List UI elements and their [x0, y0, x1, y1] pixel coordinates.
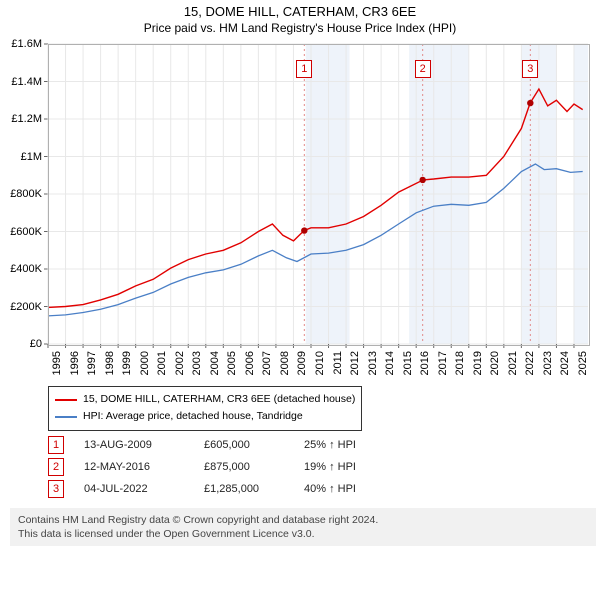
chart-container: 15, DOME HILL, CATERHAM, CR3 6EE Price p… — [0, 0, 600, 590]
sales-hpi: 19% ↑ HPI — [304, 461, 414, 473]
sales-row: 2 12-MAY-2016£875,00019% ↑ HPI — [48, 456, 414, 478]
sales-row: 1 13-AUG-2009£605,00025% ↑ HPI — [48, 434, 414, 456]
legend-label: 15, DOME HILL, CATERHAM, CR3 6EE (detach… — [83, 392, 355, 408]
legend-item: HPI: Average price, detached house, Tand… — [55, 409, 355, 425]
footer-line1: Contains HM Land Registry data © Crown c… — [18, 513, 588, 527]
chart-border — [48, 44, 590, 346]
sales-idx: 2 — [48, 458, 64, 476]
sales-idx: 3 — [48, 480, 64, 498]
legend-box: 15, DOME HILL, CATERHAM, CR3 6EE (detach… — [48, 386, 362, 431]
sale-marker-label: 2 — [415, 60, 431, 78]
sales-hpi: 25% ↑ HPI — [304, 439, 414, 451]
sales-idx: 1 — [48, 436, 64, 454]
sales-date: 12-MAY-2016 — [84, 461, 204, 473]
legend-swatch — [55, 399, 77, 401]
sale-marker-label: 3 — [522, 60, 538, 78]
legend-swatch — [55, 416, 77, 418]
legend-item: 15, DOME HILL, CATERHAM, CR3 6EE (detach… — [55, 392, 355, 408]
sales-price: £875,000 — [204, 461, 304, 473]
footer-box: Contains HM Land Registry data © Crown c… — [10, 508, 596, 546]
sales-price: £1,285,000 — [204, 483, 304, 495]
sales-table: 1 13-AUG-2009£605,00025% ↑ HPI 2 12-MAY-201… — [48, 434, 414, 500]
sale-marker-label: 1 — [296, 60, 312, 78]
sales-date: 13-AUG-2009 — [84, 439, 204, 451]
legend-label: HPI: Average price, detached house, Tand… — [83, 409, 303, 425]
footer-line2: This data is licensed under the Open Gov… — [18, 527, 588, 541]
sales-price: £605,000 — [204, 439, 304, 451]
sales-hpi: 40% ↑ HPI — [304, 483, 414, 495]
sales-date: 04-JUL-2022 — [84, 483, 204, 495]
sales-row: 3 04-JUL-2022£1,285,00040% ↑ HPI — [48, 478, 414, 500]
